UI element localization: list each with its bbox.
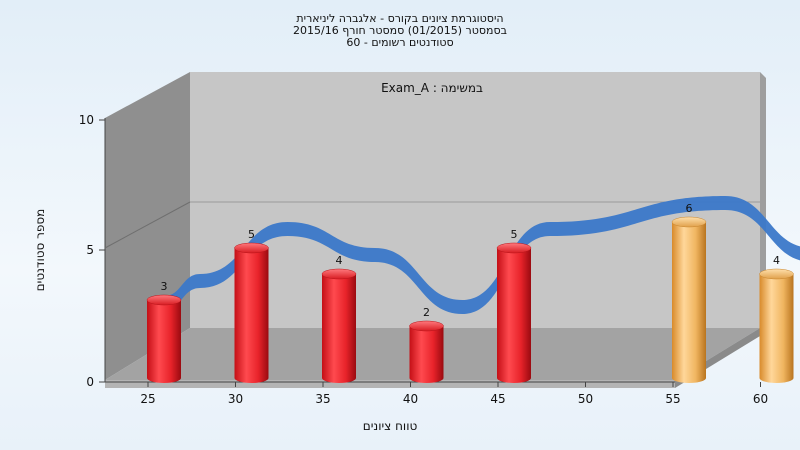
bar-value-label: 5 [248,228,255,241]
histogram-bar: 2 [409,306,444,383]
floor-front-edge [105,380,675,388]
bar-top [671,216,707,228]
bar-value-label: 2 [423,306,430,319]
histogram-bar: 6 [671,202,707,383]
y-tick-label: 10 [79,113,94,127]
bar-value-label: 4 [773,254,780,267]
bar-top [234,242,269,254]
bar-top [496,242,532,254]
bar-body [322,274,356,383]
y-tick-label: 5 [86,243,94,257]
bar-body [147,300,181,383]
trend-ribbon [164,196,800,314]
bar-value-label: 6 [686,202,693,215]
bar-body [759,274,794,383]
x-tick-label: 30 [228,392,243,406]
bar-body [234,248,269,383]
bar-value-label: 5 [511,228,518,241]
y-tick-label: 0 [86,375,94,389]
back-wall-right-edge [760,72,766,334]
x-tick-label: 35 [315,392,330,406]
bar-top [409,320,444,332]
bar-body [497,248,531,383]
chart-title-line-3: סטודנטים רשומים - 60 [346,36,454,49]
x-tick-label: 55 [665,392,680,406]
x-axis-title: טווח ציונים [363,419,418,433]
histogram-bar: 4 [759,254,794,383]
x-tick-label: 25 [140,392,155,406]
x-tick-label: 40 [403,392,418,406]
x-tick-label: 45 [490,392,505,406]
bar-value-label: 3 [161,280,168,293]
histogram-bar: 5 [496,228,532,383]
bar-top [759,268,794,280]
bar-body [409,326,444,383]
back-wall [190,72,760,328]
chart-annotation: במשימה : Exam_A [381,81,483,95]
bar-top [321,268,357,280]
y-axis-title: מספר סטודנטים [33,209,47,292]
bar-body [672,222,706,383]
x-tick-label: 60 [753,392,768,406]
histogram-bar: 4 [321,254,357,383]
x-tick-label: 50 [578,392,593,406]
chart-title-line-2: בסמסטר (01/2015) סמסטר חורף 2015/16 [293,24,507,37]
bar-top [146,294,182,306]
histogram-bar: 3 [146,280,182,383]
chart-title-line-1: היסטוגרמת ציונים בקורס - אלגברה ליניארית [296,12,504,25]
bar-value-label: 4 [336,254,343,267]
histogram-bar: 5 [234,228,269,383]
gridline-side [104,201,191,249]
